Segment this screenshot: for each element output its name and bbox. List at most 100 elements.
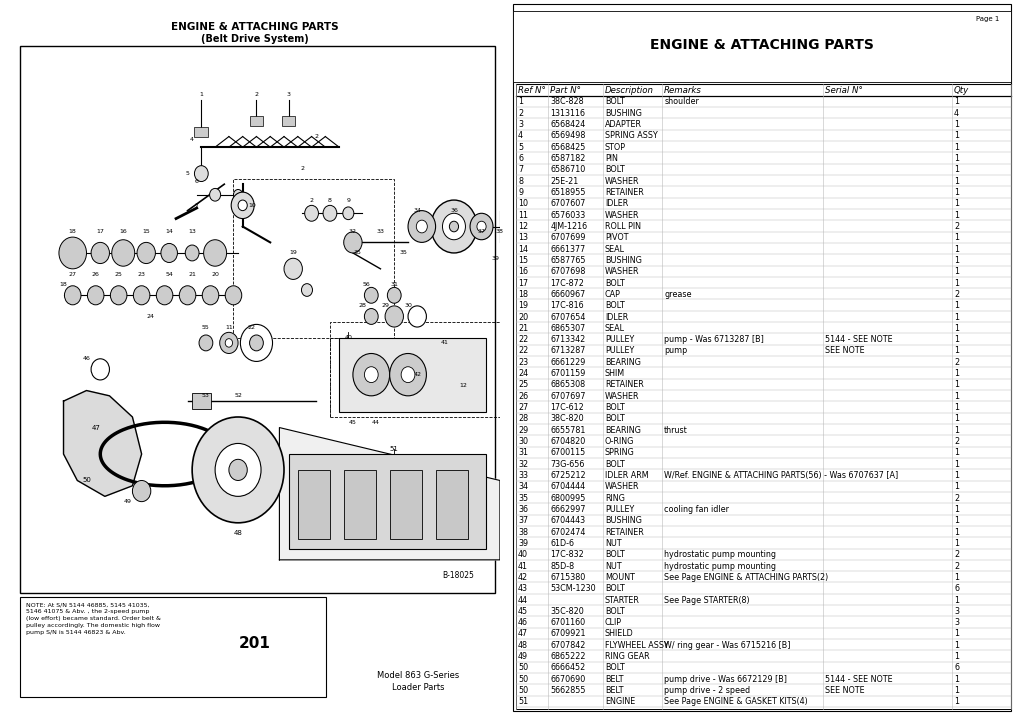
Text: Part N°: Part N° [551,87,581,95]
Text: 1: 1 [518,97,523,107]
Text: 32: 32 [518,460,528,469]
Text: 45: 45 [349,420,357,425]
Text: 22: 22 [247,325,256,330]
Text: 17C-872: 17C-872 [551,279,584,287]
Circle shape [249,335,264,351]
Polygon shape [64,390,142,496]
Bar [436,470,467,538]
Circle shape [238,200,247,211]
Text: 1: 1 [954,347,959,355]
Bar [344,470,376,538]
Text: ADAPTER: ADAPTER [604,120,642,129]
Circle shape [442,213,465,240]
Text: 34: 34 [414,208,421,213]
Text: 1: 1 [954,483,959,491]
Text: 5: 5 [186,171,190,176]
Text: 12: 12 [459,383,467,388]
Text: 3: 3 [287,92,291,97]
Text: NUT: NUT [604,539,622,548]
Text: 6661377: 6661377 [551,245,585,254]
Text: SEAL: SEAL [604,245,625,254]
Text: 6704820: 6704820 [551,437,585,446]
Text: 32: 32 [349,230,357,235]
Text: 18: 18 [518,290,528,299]
Text: 1: 1 [954,460,959,469]
Circle shape [225,286,241,305]
Text: 51: 51 [389,445,399,452]
Text: 6800995: 6800995 [551,493,586,503]
Text: 1: 1 [954,335,959,344]
Text: 17: 17 [96,230,104,235]
Text: 42: 42 [518,573,528,582]
Text: 6587182: 6587182 [551,154,586,163]
Text: RETAINER: RETAINER [604,188,644,197]
Text: 6707654: 6707654 [551,312,586,322]
Text: Model 863 G-Series: Model 863 G-Series [377,671,459,680]
Circle shape [470,213,493,240]
Text: 39: 39 [492,256,499,261]
Text: 24: 24 [147,314,155,319]
Bar [298,470,330,538]
Text: 1: 1 [954,380,959,390]
Text: 6707697: 6707697 [551,392,586,401]
Bar [249,117,264,126]
Circle shape [133,480,151,502]
Text: 25E-21: 25E-21 [551,177,579,186]
Text: 20: 20 [211,272,219,277]
Text: 23: 23 [138,272,146,277]
Text: pump drive - 2 speed: pump drive - 2 speed [664,686,750,695]
Text: 2: 2 [518,109,523,118]
Text: NOTE: At S/N 5144 46885, 5145 41035,
5146 41075 & Abv. , the 2-speed pump
(low e: NOTE: At S/N 5144 46885, 5145 41035, 514… [25,602,160,635]
Text: 22: 22 [518,347,528,355]
Text: 5: 5 [518,143,523,152]
Text: 1: 1 [954,629,959,638]
Polygon shape [280,428,500,560]
Text: 7: 7 [518,165,523,174]
Circle shape [220,332,238,353]
Text: 3: 3 [954,618,959,627]
Text: B-18025: B-18025 [442,571,475,580]
Text: PULLEY: PULLEY [604,347,634,355]
Text: 21: 21 [518,324,528,333]
Circle shape [161,243,177,262]
Text: 6701159: 6701159 [551,369,586,378]
Text: 1: 1 [954,425,959,435]
Text: SEE NOTE: SEE NOTE [825,347,865,355]
Text: 40: 40 [518,551,528,559]
Text: 43: 43 [518,584,528,593]
Text: 46: 46 [82,356,90,361]
Text: 1: 1 [954,652,959,661]
Text: W/ ring gear - Was 6715216 [B]: W/ ring gear - Was 6715216 [B] [664,641,791,650]
Text: thrust: thrust [664,425,687,435]
Text: 13: 13 [518,233,528,242]
Text: BOLT: BOLT [604,584,625,593]
Text: 29: 29 [518,425,528,435]
Text: BOLT: BOLT [604,551,625,559]
Text: BUSHING: BUSHING [604,256,642,265]
Text: 3: 3 [518,120,523,129]
Text: 5662855: 5662855 [551,686,586,695]
Text: See Page ENGINE & ATTACHING PARTS(2): See Page ENGINE & ATTACHING PARTS(2) [664,573,828,582]
Text: 53CM-1230: 53CM-1230 [551,584,596,593]
Text: 22: 22 [518,335,528,344]
Text: 6: 6 [195,179,199,184]
Text: 6: 6 [518,154,523,163]
Text: 20: 20 [518,312,528,322]
Text: PULLEY: PULLEY [604,505,634,514]
Text: 1: 1 [954,641,959,650]
Text: 1: 1 [954,188,959,197]
Text: cooling fan idler: cooling fan idler [664,505,729,514]
Text: 6865307: 6865307 [551,324,585,333]
Circle shape [343,207,354,220]
Circle shape [431,200,477,253]
Text: 45: 45 [518,607,528,616]
Text: 14: 14 [165,230,173,235]
Text: 6715380: 6715380 [551,573,585,582]
Text: 6713342: 6713342 [551,335,585,344]
Text: 17C-832: 17C-832 [551,551,584,559]
Circle shape [233,189,242,200]
Text: Qty: Qty [954,87,969,95]
Text: W/Ref. ENGINE & ATTACHING PARTS(56) - Was 6707637 [A]: W/Ref. ENGINE & ATTACHING PARTS(56) - Wa… [664,471,898,480]
Text: WASHER: WASHER [604,177,639,186]
Circle shape [112,240,135,266]
